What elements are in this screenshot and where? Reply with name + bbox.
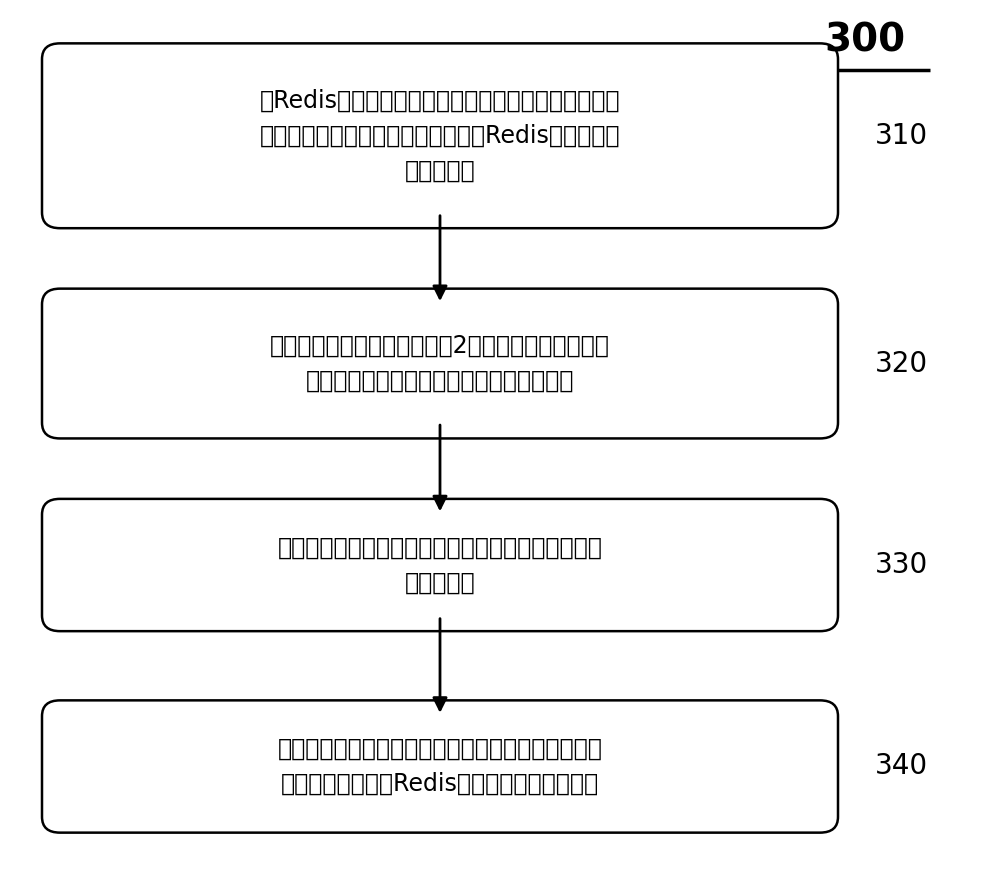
Text: 根据命中更新后的前缀列表中的前缀的关键字的数量
和存储空间，优化Redis数据库的数据存储结构: 根据命中更新后的前缀列表中的前缀的关键字的数量 和存储空间，优化Redis数据库… bbox=[278, 737, 602, 796]
Text: 340: 340 bbox=[875, 752, 928, 781]
FancyBboxPatch shape bbox=[42, 289, 838, 439]
Text: 获取命中更新后的前缀列表中的前缀的关键字的数量
和存储空间: 获取命中更新后的前缀列表中的前缀的关键字的数量 和存储空间 bbox=[278, 535, 602, 595]
Text: 320: 320 bbox=[875, 350, 928, 378]
Text: 330: 330 bbox=[875, 551, 928, 579]
Text: 300: 300 bbox=[824, 22, 906, 60]
Text: 310: 310 bbox=[875, 122, 928, 150]
FancyBboxPatch shape bbox=[42, 44, 838, 229]
FancyBboxPatch shape bbox=[42, 499, 838, 631]
FancyBboxPatch shape bbox=[42, 701, 838, 832]
Text: 从Redis数据库中读取预设数量的关键字并对读取的每
一个关键字执行分析步骤直至已分析Redis数据库中的
所有关键字: 从Redis数据库中读取预设数量的关键字并对读取的每 一个关键字执行分析步骤直至… bbox=[260, 88, 620, 183]
Text: 对前缀列表中被命中次数小于2次的前缀对应的关键字
重新执行分析步骤，得到更新后的前缀列表: 对前缀列表中被命中次数小于2次的前缀对应的关键字 重新执行分析步骤，得到更新后的… bbox=[270, 334, 610, 393]
